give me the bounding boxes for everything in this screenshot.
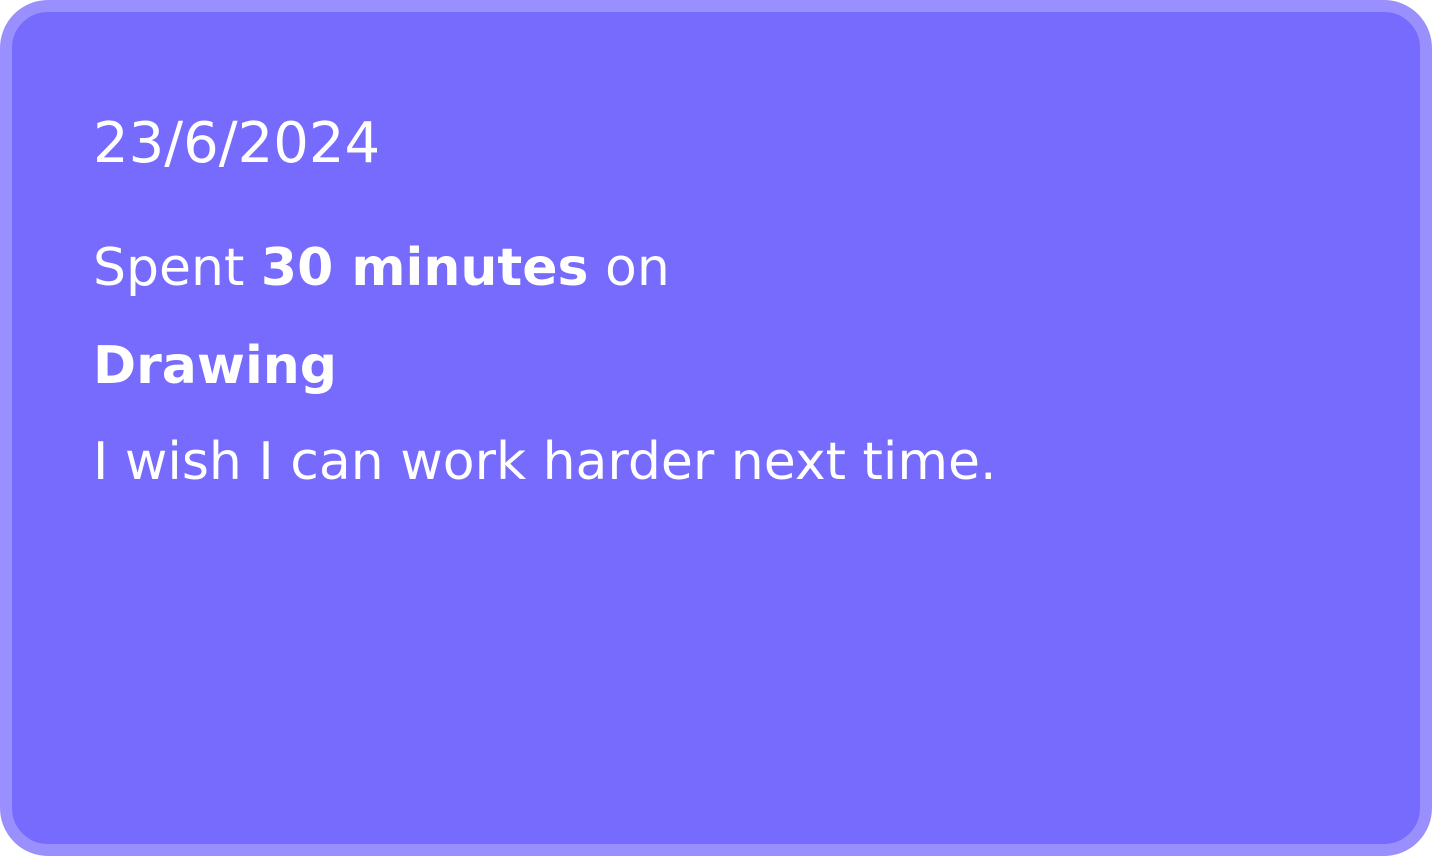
entry-date: 23/6/2024	[93, 111, 381, 176]
spent-prefix: Spent	[93, 238, 261, 298]
duration-value: 30 minutes	[260, 238, 589, 298]
spent-suffix: on	[588, 238, 670, 298]
entry-note: I wish I can work harder next time.	[93, 432, 997, 492]
activity-name: Drawing	[93, 336, 338, 396]
time-spent-line: Spent 30 minutes on	[93, 232, 670, 304]
